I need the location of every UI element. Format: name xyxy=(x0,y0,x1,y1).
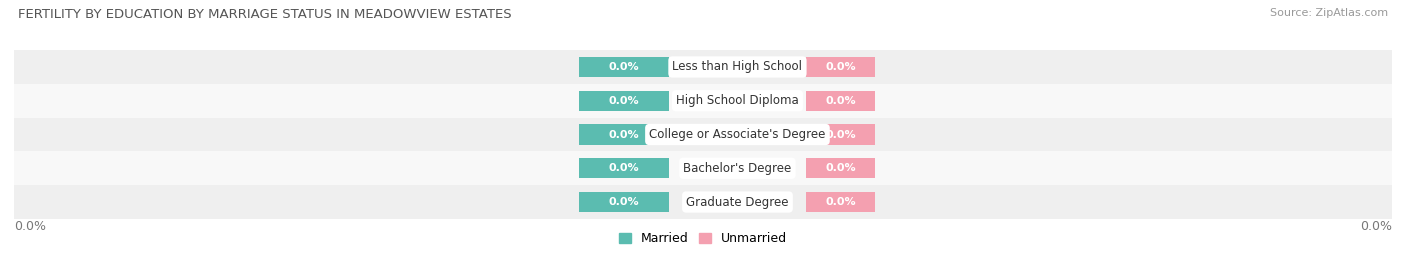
Legend: Married, Unmarried: Married, Unmarried xyxy=(619,232,787,245)
Text: 0.0%: 0.0% xyxy=(1360,220,1392,233)
Bar xyxy=(14,151,1392,185)
Bar xyxy=(579,124,669,145)
Bar xyxy=(579,192,669,212)
Text: 0.0%: 0.0% xyxy=(825,62,856,72)
Text: Source: ZipAtlas.com: Source: ZipAtlas.com xyxy=(1270,8,1388,18)
Bar xyxy=(807,158,875,178)
Bar xyxy=(579,91,669,111)
Text: Bachelor's Degree: Bachelor's Degree xyxy=(683,162,792,175)
Bar xyxy=(807,124,875,145)
Text: 0.0%: 0.0% xyxy=(825,197,856,207)
Bar xyxy=(14,185,1392,219)
Text: Less than High School: Less than High School xyxy=(672,61,803,73)
Text: College or Associate's Degree: College or Associate's Degree xyxy=(650,128,825,141)
Bar xyxy=(14,118,1392,151)
Text: 0.0%: 0.0% xyxy=(609,62,640,72)
Text: 0.0%: 0.0% xyxy=(825,96,856,106)
Text: 0.0%: 0.0% xyxy=(609,197,640,207)
Text: 0.0%: 0.0% xyxy=(14,220,46,233)
Bar xyxy=(14,84,1392,118)
Text: Graduate Degree: Graduate Degree xyxy=(686,196,789,208)
Bar xyxy=(807,91,875,111)
Bar xyxy=(14,50,1392,84)
Text: 0.0%: 0.0% xyxy=(609,163,640,173)
Text: FERTILITY BY EDUCATION BY MARRIAGE STATUS IN MEADOWVIEW ESTATES: FERTILITY BY EDUCATION BY MARRIAGE STATU… xyxy=(18,8,512,21)
Text: 0.0%: 0.0% xyxy=(609,129,640,140)
Bar xyxy=(579,57,669,77)
Text: 0.0%: 0.0% xyxy=(825,129,856,140)
Text: 0.0%: 0.0% xyxy=(825,163,856,173)
Bar xyxy=(579,158,669,178)
Text: High School Diploma: High School Diploma xyxy=(676,94,799,107)
Text: 0.0%: 0.0% xyxy=(609,96,640,106)
Bar xyxy=(807,57,875,77)
Bar xyxy=(807,192,875,212)
